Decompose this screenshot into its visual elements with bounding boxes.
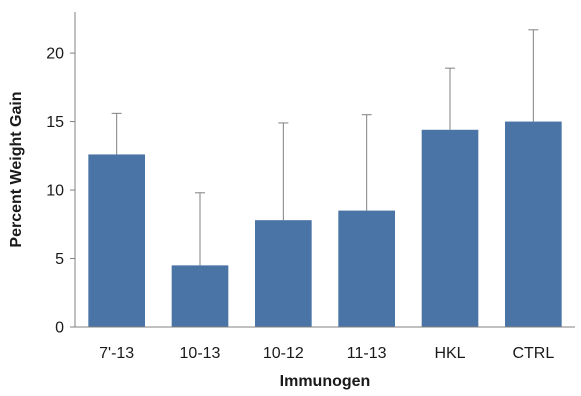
bar	[172, 265, 229, 327]
y-tick-label: 20	[46, 46, 64, 63]
x-tick-label: 11-13	[347, 345, 387, 362]
bar	[338, 211, 395, 327]
y-axis-ticks: 0 5 10 15 20	[46, 46, 75, 337]
y-axis-title: Percent Weight Gain	[8, 91, 25, 247]
x-tick-label: 10-13	[180, 345, 221, 362]
x-tick-label: 7'-13	[99, 345, 134, 362]
bar	[88, 154, 145, 327]
y-tick-label: 10	[46, 183, 64, 200]
bar	[505, 122, 562, 327]
bar	[255, 220, 312, 327]
bar	[422, 130, 479, 327]
x-axis-tick-labels: 7'-13 10-13 10-12 11-13 HKL CTRL	[99, 345, 554, 362]
x-tick-label: HKL	[434, 345, 465, 362]
y-tick-label: 0	[55, 320, 64, 337]
y-tick-label: 5	[55, 251, 64, 268]
x-axis-title: Immunogen	[280, 373, 371, 390]
x-tick-label: CTRL	[512, 345, 554, 362]
x-tick-label: 10-12	[263, 345, 304, 362]
bars	[88, 122, 561, 327]
y-tick-label: 15	[46, 114, 64, 131]
